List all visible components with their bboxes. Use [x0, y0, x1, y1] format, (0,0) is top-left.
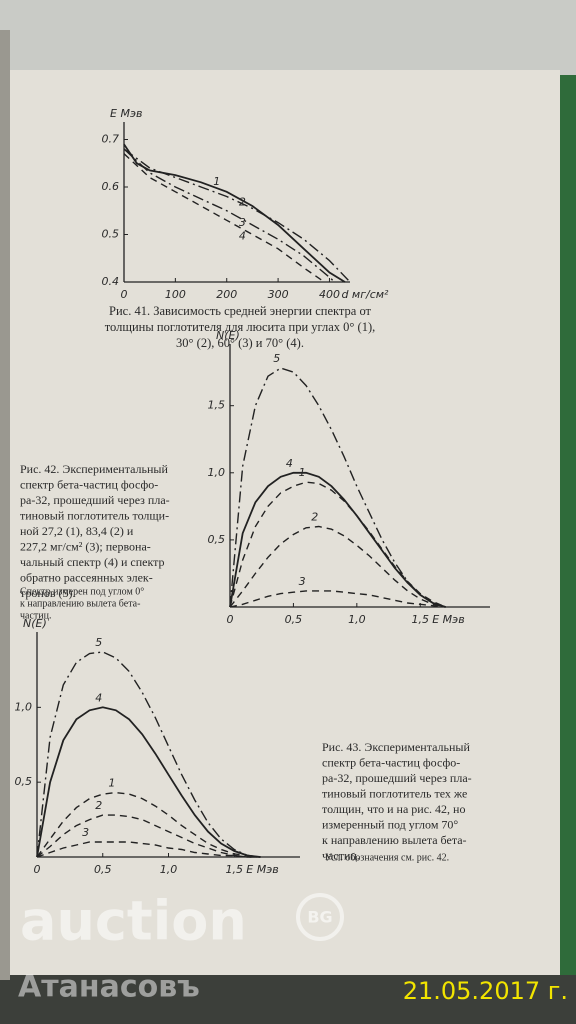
caption-line: Рис. 42. Экспериментальный: [20, 462, 168, 476]
x-tick-label: 0: [34, 863, 41, 876]
caption-line: тиновый поглотитель тех же: [322, 786, 467, 800]
curve-label: 3: [239, 216, 246, 229]
note-line: частиц.: [20, 610, 51, 621]
x-tick-label: 1,5: [411, 613, 429, 626]
caption-line: толщин, что и на рис. 42, но: [322, 802, 465, 816]
caption-line: ра-32, прошедший через пла-: [322, 771, 472, 785]
y-axis-label: E Мэв: [110, 107, 142, 120]
curve: [36, 791, 261, 858]
curve: [36, 706, 261, 858]
caption-line: измеренный под углом 70°: [322, 817, 458, 831]
x-axis-label: E Мэв: [432, 613, 464, 626]
note-line: Спектр измерен под углом 0°: [20, 586, 144, 597]
caption-line: ра-32, прошедший через пла-: [20, 493, 170, 507]
y-tick-label: 1,5: [208, 399, 226, 412]
curve-label: 1: [108, 777, 115, 790]
curve-label: 5: [95, 636, 102, 649]
y-tick-label: 0.6: [102, 180, 120, 193]
curve: [36, 841, 261, 858]
x-tick-label: 300: [268, 288, 289, 301]
caption-line: 30° (2), 60° (3) и 70° (4).: [176, 336, 304, 350]
caption-line: Рис. 43. Экспериментальный: [322, 740, 470, 754]
caption-line: спектр бета-частиц фосфо-: [20, 477, 158, 491]
curve-label: 4: [239, 230, 246, 243]
y-tick-label: 1,0: [208, 466, 226, 479]
x-tick-label: 1,0: [348, 613, 366, 626]
caption-line: тиновый поглотитель толщи-: [20, 508, 169, 522]
x-tick-label: 1,5: [226, 863, 244, 876]
y-tick-label: 0.7: [102, 133, 120, 146]
caption-line: частиц.: [322, 848, 360, 862]
caption-line: 227,2 мг/см² (3); первона-: [20, 539, 151, 553]
x-axis-label: d мг/см²: [341, 288, 389, 301]
y-tick-label: 0,5: [208, 533, 226, 546]
caption-line: обратно рассеянных элек-: [20, 570, 153, 584]
curve: [36, 814, 261, 858]
curve: [123, 148, 351, 283]
note-line: к направлению вылета бета-: [20, 598, 140, 609]
x-axis-label: E Мэв: [246, 863, 278, 876]
left-page: [0, 30, 10, 980]
curve-label: 1: [299, 466, 306, 479]
curve-label: 4: [286, 457, 293, 470]
watermark-logo: auction: [20, 890, 247, 953]
caption-line: тронов (5).: [20, 586, 75, 600]
curve-label: 3: [299, 575, 306, 588]
wall: [0, 0, 576, 80]
watermark-ring: [296, 893, 344, 941]
page: [8, 70, 560, 975]
x-tick-label: 0: [121, 288, 128, 301]
caption-line: Рис. 41. Зависимость средней энергии спе…: [109, 304, 372, 318]
curve: [229, 590, 446, 608]
curve-label: 1: [213, 175, 220, 188]
curve-label: 2: [95, 799, 102, 812]
x-tick-label: 0,5: [94, 863, 112, 876]
curve: [229, 481, 446, 608]
y-axis-label: N(E): [23, 617, 47, 630]
x-tick-label: 400: [319, 288, 340, 301]
y-tick-label: 1,0: [15, 700, 33, 713]
watermark-name: Атанасовъ: [18, 970, 200, 1005]
curve: [123, 153, 325, 283]
photo-date: 21.05.2017 г.: [403, 977, 568, 1005]
curve-label: 4: [95, 691, 102, 704]
captions: Рис. 41. Зависимость средней энергии спе…: [20, 304, 472, 863]
note-line: Усл. обозначения см. рис. 42.: [325, 852, 449, 863]
curve: [229, 471, 446, 608]
curve-label: 2: [239, 195, 246, 208]
caption-line: спектр бета-частиц фосфо-: [322, 755, 460, 769]
caption-line: толщины поглотителя для люсита при углах…: [105, 320, 375, 334]
x-tick-label: 1,0: [160, 863, 178, 876]
curve-label: 3: [82, 826, 89, 839]
x-tick-label: 100: [165, 288, 186, 301]
y-tick-label: 0.5: [102, 228, 120, 241]
watermark-badge: BG: [307, 908, 332, 927]
curve-label: 2: [311, 510, 318, 523]
curve-label: 5: [273, 352, 280, 365]
y-tick-label: 0.4: [102, 275, 120, 288]
x-tick-label: 0,5: [285, 613, 303, 626]
curve: [123, 148, 336, 283]
y-tick-label: 0,5: [15, 775, 33, 788]
y-axis-label: N(E): [216, 329, 240, 342]
book-edge: [555, 75, 576, 975]
caption-line: чальный спектр (4) и спектр: [20, 555, 165, 569]
curve: [36, 651, 261, 858]
x-tick-label: 200: [216, 288, 237, 301]
caption-line: к направлению вылета бета-: [322, 833, 467, 847]
caption-line: ной 27,2 (1), 83,4 (2) и: [20, 524, 134, 538]
x-tick-label: 0: [227, 613, 234, 626]
curve: [229, 525, 446, 608]
